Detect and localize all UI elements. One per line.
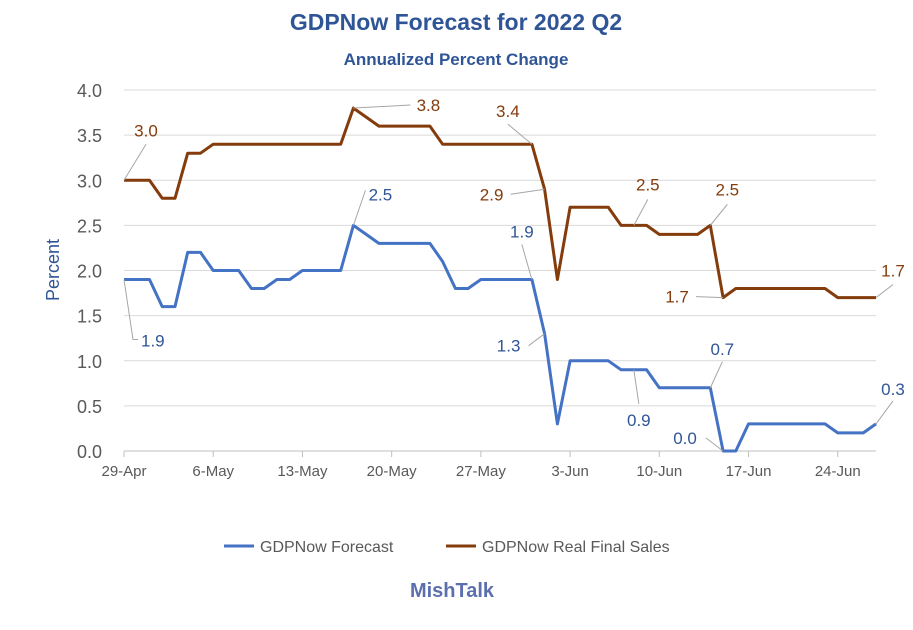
y-tick-label: 0.5	[77, 397, 102, 417]
series-line-real-final-sales	[124, 106, 876, 300]
data-label: 0.9	[627, 411, 651, 430]
x-tick-label: 20-May	[367, 463, 418, 480]
leader-line	[123, 279, 138, 341]
data-label: 1.9	[141, 332, 165, 351]
y-tick-label: 1.0	[77, 352, 102, 372]
y-tick-label: 4.0	[77, 81, 102, 101]
leader-line	[528, 333, 545, 347]
leader-line	[875, 284, 894, 298]
legend-label-final-sales: GDPNow Real Final Sales	[482, 539, 670, 556]
leader-line	[875, 400, 894, 425]
leader-line	[709, 204, 728, 226]
leader-line	[353, 104, 411, 109]
x-axis-ticks: 29-Apr 6-May 13-May 20-May 27-May 3-Jun 10-Jun…	[101, 451, 861, 480]
data-label: 2.5	[636, 175, 660, 194]
data-label: 0.0	[673, 429, 697, 448]
x-tick-label: 29-Apr	[101, 463, 146, 480]
x-tick-label: 3-Jun	[551, 463, 589, 480]
leader-line	[521, 244, 533, 280]
data-label: 2.9	[480, 185, 504, 204]
data-label: 0.7	[710, 340, 734, 359]
leader-line	[709, 361, 723, 389]
leader-line	[696, 296, 724, 299]
gridlines	[124, 89, 876, 452]
series-lines	[124, 106, 877, 453]
x-tick-label: 13-May	[277, 463, 328, 480]
data-label: 0.3	[881, 380, 905, 399]
x-tick-label: 27-May	[456, 463, 507, 480]
leader-line	[123, 143, 147, 181]
chart-title: GDPNow Forecast for 2022 Q2	[290, 9, 622, 35]
legend: GDPNow Forecast GDPNow Real Final Sales	[224, 539, 670, 556]
y-tick-label: 1.5	[77, 307, 102, 327]
series-line-gdpnow-forecast	[124, 223, 877, 453]
x-tick-label: 24-Jun	[815, 463, 861, 480]
leader-line	[633, 369, 640, 404]
data-labels: 1.9 2.5 1.9 1.3 0.9 0.7 0.0 0.3 3.0 3.8 3.4 2.9 2.5 2…	[123, 96, 905, 452]
leader-line	[352, 190, 366, 226]
y-tick-label: 2.0	[77, 262, 102, 282]
data-label: 1.3	[497, 337, 521, 356]
data-label: 3.0	[134, 121, 158, 140]
data-label: 3.8	[417, 96, 441, 115]
leader-line	[510, 188, 545, 195]
y-axis-ticks: 0.0 0.5 1.0 1.5 2.0 2.5 3.0 3.5 4.0	[77, 81, 102, 462]
leader-line	[507, 123, 533, 145]
legend-label-forecast: GDPNow Forecast	[260, 539, 394, 556]
data-label: 1.7	[881, 262, 905, 281]
data-label: 3.4	[496, 102, 520, 121]
data-label: 2.5	[715, 180, 739, 199]
y-tick-label: 0.0	[77, 442, 102, 462]
y-tick-label: 3.5	[77, 126, 102, 146]
y-tick-label: 2.5	[77, 216, 102, 236]
data-label: 2.5	[369, 185, 393, 204]
leader-line	[633, 199, 649, 226]
x-tick-label: 6-May	[192, 463, 234, 480]
data-label: 1.9	[510, 223, 534, 242]
y-axis-label: Percent	[43, 239, 63, 301]
y-tick-label: 3.0	[77, 171, 102, 191]
leader-line	[705, 437, 724, 452]
mishtalk-brand: MishTalk	[410, 580, 495, 602]
x-tick-label: 10-Jun	[636, 463, 682, 480]
chart-subtitle: Annualized Percent Change	[344, 50, 569, 69]
data-label: 1.7	[665, 288, 689, 307]
x-tick-label: 17-Jun	[726, 463, 772, 480]
